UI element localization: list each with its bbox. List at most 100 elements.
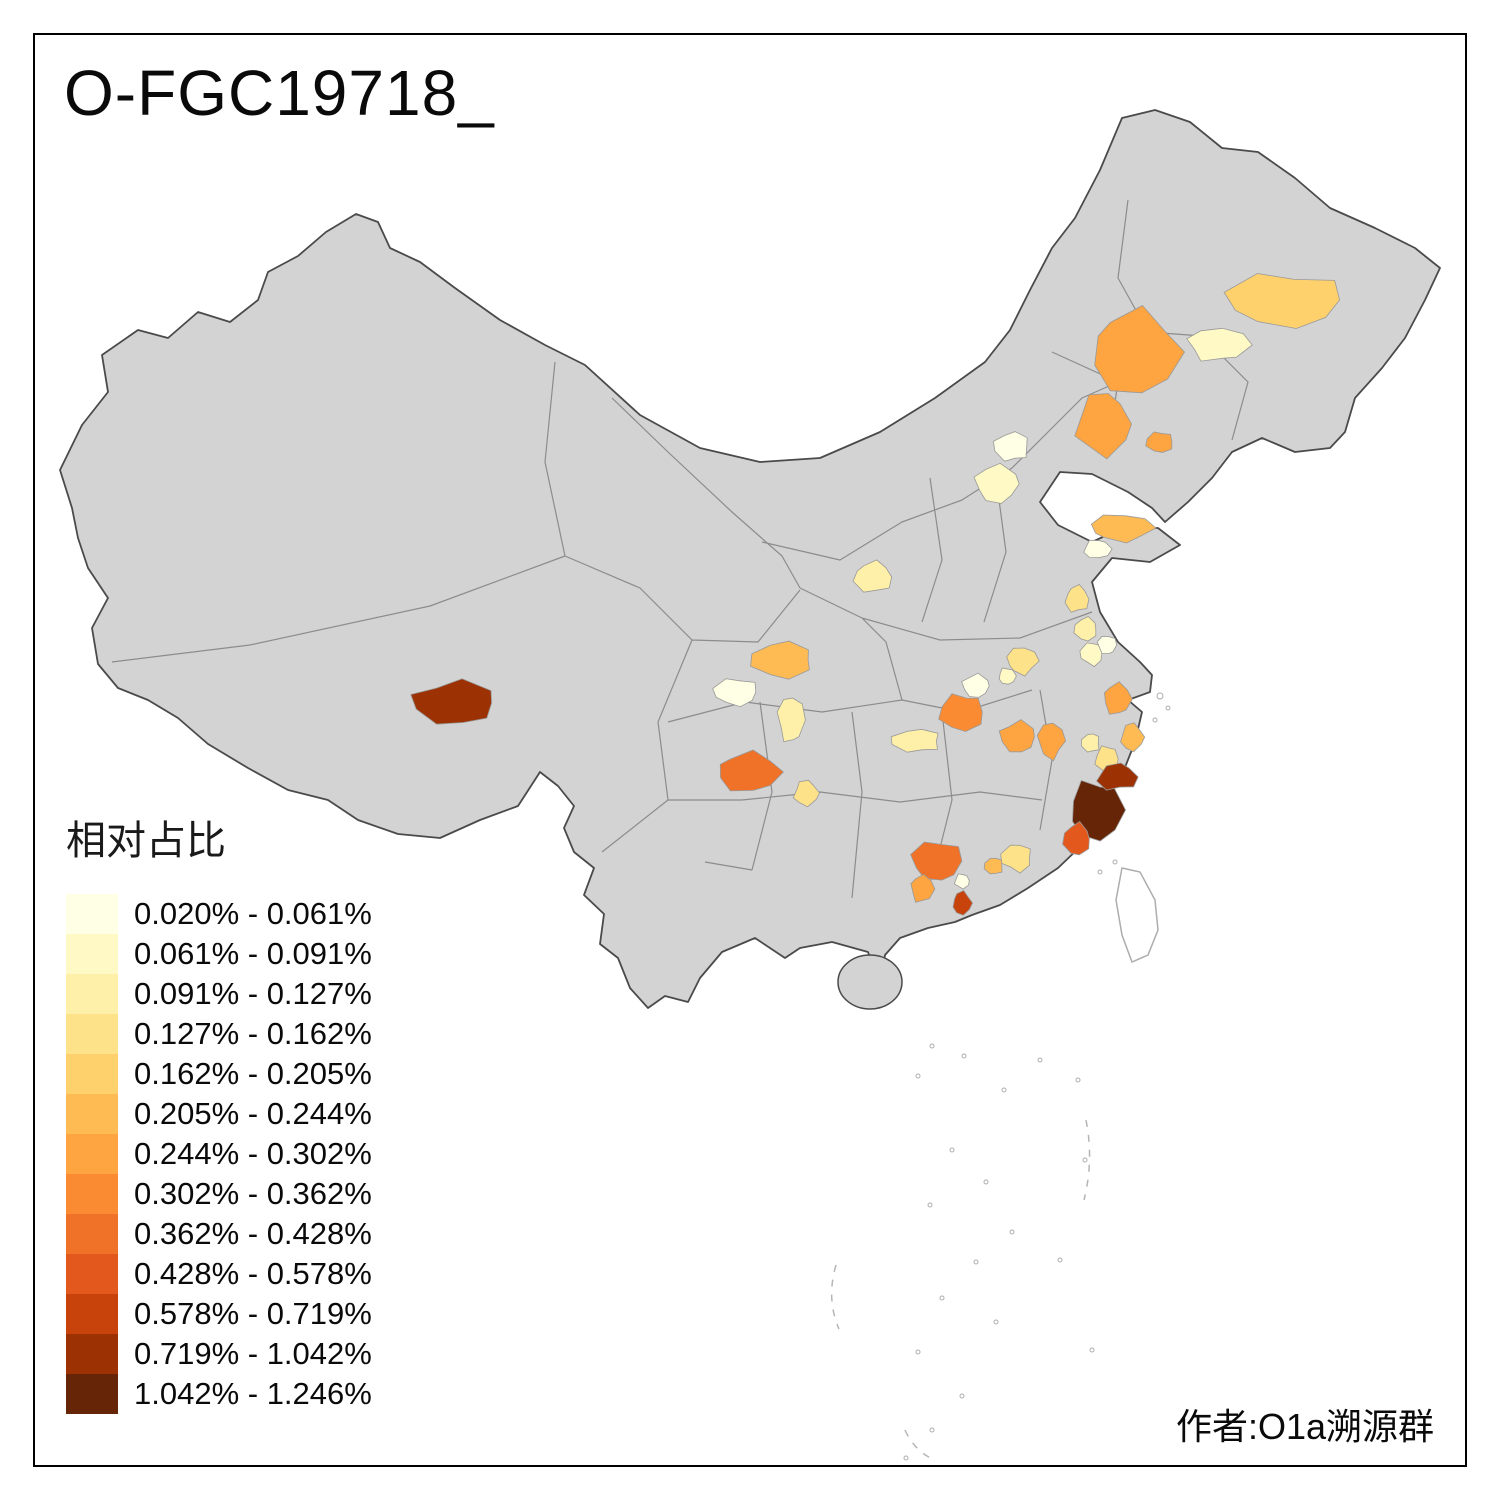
legend-item: 0.578% - 0.719% [66,1294,372,1334]
map-region [953,873,970,890]
map-region [998,719,1035,753]
legend-range-label: 0.578% - 0.719% [134,1296,372,1331]
map-region [410,678,493,725]
map-region [910,873,936,903]
legend-item: 0.244% - 0.302% [66,1134,372,1174]
legend-swatch [66,1054,118,1094]
legend-title: 相对占比 [66,819,226,863]
legend-range-label: 0.127% - 0.162% [134,1016,372,1051]
islet [1165,705,1171,711]
legend-range-label: 0.302% - 0.362% [134,1176,372,1211]
islet [1082,1157,1088,1163]
colored-regions [410,273,1341,916]
sea-dashed-lines [830,1119,1091,1461]
legend-swatch [66,1334,118,1374]
legend-range-label: 0.719% - 1.042% [134,1336,372,1371]
legend-item: 0.162% - 0.205% [66,1054,372,1094]
legend-swatch [66,974,118,1014]
map-region [792,779,820,808]
map-region [938,693,983,732]
map-region [1223,273,1341,329]
legend-range-label: 0.428% - 0.578% [134,1256,372,1291]
islet [993,1319,999,1325]
map-region [1064,584,1090,613]
islet [1097,869,1103,875]
islet [1057,1257,1063,1263]
legend-range-label: 0.061% - 0.091% [134,936,372,971]
sea-islands [903,692,1171,1461]
legend: 相对占比 0.020% - 0.061% 0.061% - 0.091% 0.091… [66,808,372,1414]
province-borders [111,199,1249,899]
map-region [1000,844,1031,874]
map-region [1083,539,1113,559]
taiwan-island [1115,867,1159,964]
map-region [890,728,939,753]
map-region [1145,431,1173,453]
map-region [1080,733,1100,753]
legend-item: 0.428% - 0.578% [66,1254,372,1294]
islet [915,1349,921,1355]
map-region [1094,304,1186,394]
islet [949,1147,955,1153]
legend-swatch [66,1134,118,1174]
page-title: O-FGC19718_ [64,57,495,129]
legend-range-label: 0.162% - 0.205% [134,1056,372,1091]
legend-swatch [66,1214,118,1254]
hainan-island [837,954,903,1010]
map-region [1006,647,1040,677]
legend-range-label: 0.205% - 0.244% [134,1096,372,1131]
islet [961,1053,967,1059]
legend-item: 0.127% - 0.162% [66,1014,372,1054]
map-region [712,678,757,708]
islet [903,1455,909,1461]
map-region [1073,616,1097,642]
map-region [1096,635,1118,654]
islet [973,1259,979,1265]
legend-item: 1.042% - 1.246% [66,1374,372,1414]
legend-swatch [66,1374,118,1414]
map-region [1036,722,1067,762]
legend-item: 0.061% - 0.091% [66,934,372,974]
map-region [1062,821,1090,856]
islet [1156,692,1164,700]
map-region [776,697,806,743]
map-region [1079,642,1103,668]
legend-range-label: 0.244% - 0.302% [134,1136,372,1171]
islet [983,1179,989,1185]
islet [1112,859,1118,865]
map-region [1103,681,1133,715]
map-region [952,889,973,916]
legend-swatch [66,1294,118,1334]
map-region [998,667,1017,685]
map-region [973,462,1020,504]
legend-swatch [66,1174,118,1214]
islet [1009,1229,1015,1235]
islet [1152,717,1158,723]
islet [939,1295,945,1301]
china-mainland [59,109,1441,1009]
map-region [1090,514,1157,544]
map-region [1186,327,1253,362]
islet [1001,1087,1007,1093]
legend-item: 0.719% - 1.042% [66,1334,372,1374]
map-region [961,672,990,698]
map-region [1074,393,1132,460]
legend-swatch [66,934,118,974]
legend-swatch [66,1014,118,1054]
legend-item: 0.362% - 0.428% [66,1214,372,1254]
islet [929,1427,935,1433]
map-region [1120,722,1146,753]
legend-item: 0.302% - 0.362% [66,1174,372,1214]
legend-range-label: 0.091% - 0.127% [134,976,372,1011]
map-region [1096,762,1139,791]
islet [915,1073,921,1079]
map-region [852,559,893,593]
map-region [983,857,1003,875]
islet [1075,1077,1081,1083]
map-region [719,749,784,792]
legend-swatch [66,1094,118,1134]
author-credit: 作者:O1a溯源群 [1175,1406,1434,1447]
legend-range-label: 1.042% - 1.246% [134,1376,372,1411]
